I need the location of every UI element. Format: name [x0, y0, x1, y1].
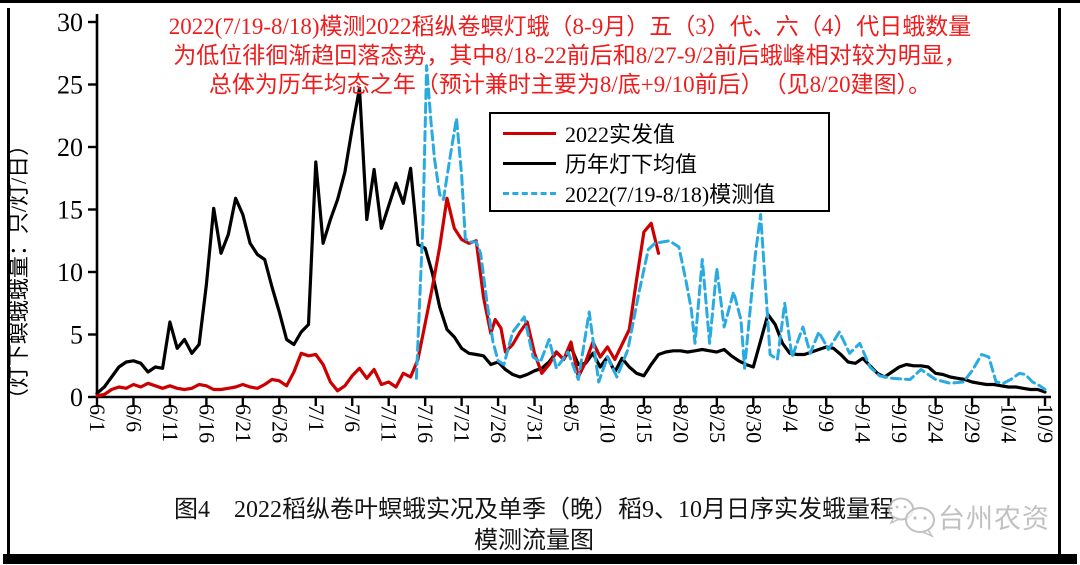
watermark: 台州农资 — [884, 492, 1050, 540]
frame-border-top — [0, 0, 1080, 3]
legend-label: 2022实发值 — [565, 122, 676, 147]
legend-line-sample-cyan-dashed — [503, 191, 556, 195]
svg-text:9/24: 9/24 — [924, 404, 949, 443]
svg-text:7/6: 7/6 — [340, 404, 365, 432]
svg-text:8/10: 8/10 — [595, 404, 620, 443]
chart-legend: 2022实发值 历年灯下均值 2022(7/19-8/18)模测值 — [489, 112, 830, 212]
annotation-line-3: 总体为历年均态之年（预计兼时主要为8/底+9/10前后） （见8/20建图）。 — [208, 72, 932, 97]
svg-text:30: 30 — [57, 8, 83, 37]
svg-text:8/15: 8/15 — [632, 404, 657, 443]
svg-text:8/20: 8/20 — [668, 404, 693, 443]
svg-text:0: 0 — [70, 383, 83, 412]
svg-text:10: 10 — [57, 258, 83, 287]
svg-text:6/11: 6/11 — [158, 404, 183, 442]
frame-border-bottom — [3, 554, 1077, 564]
svg-text:9/29: 9/29 — [960, 404, 985, 443]
svg-text:7/16: 7/16 — [413, 404, 438, 443]
caption-line-1: 图4 2022稻纵卷叶螟蛾实况及单季（晚）稻9、10月日序实发蛾量程 — [174, 497, 894, 523]
legend-item-actual: 2022实发值 — [503, 118, 828, 148]
watermark-text: 台州农资 — [938, 503, 1050, 534]
svg-text:20: 20 — [57, 133, 83, 162]
legend-line-sample-red — [503, 131, 556, 135]
wechat-bubbles-icon — [888, 497, 935, 538]
svg-text:15: 15 — [57, 196, 83, 225]
svg-text:6/6: 6/6 — [121, 404, 146, 432]
frame-border-left — [7, 8, 10, 555]
svg-text:7/11: 7/11 — [377, 404, 402, 442]
svg-text:6/16: 6/16 — [194, 404, 219, 443]
caption-line-2: 模测流量图 — [474, 528, 594, 554]
legend-item-modeled: 2022(7/19-8/18)模测值 — [503, 178, 828, 208]
svg-text:8/25: 8/25 — [705, 404, 730, 443]
chart-annotation: 2022(7/19-8/18)模测2022稻纵卷螟灯蛾（8-9月）五（3）代、六… — [105, 12, 1035, 99]
annotation-line-2: 为低位徘徊渐趋回落态势，其中8/18-22前后和8/27-9/2前后蛾峰相对较为… — [173, 43, 967, 68]
svg-text:8/30: 8/30 — [741, 404, 766, 443]
svg-text:7/1: 7/1 — [304, 404, 329, 432]
legend-item-historical: 历年灯下均值 — [503, 148, 828, 178]
svg-text:7/21: 7/21 — [450, 404, 475, 443]
svg-text:6/21: 6/21 — [231, 404, 256, 443]
svg-text:10/4: 10/4 — [997, 404, 1022, 443]
svg-text:8/5: 8/5 — [559, 404, 584, 432]
frame-border-right — [1058, 8, 1061, 555]
annotation-line-1: 2022(7/19-8/18)模测2022稻纵卷螟灯蛾（8-9月）五（3）代、六… — [168, 14, 972, 39]
svg-text:6/1: 6/1 — [85, 404, 110, 432]
legend-label: 历年灯下均值 — [565, 152, 698, 177]
legend-line-sample-black — [503, 161, 556, 165]
svg-text:25: 25 — [57, 71, 83, 100]
svg-text:9/14: 9/14 — [851, 404, 876, 443]
svg-text:（灯下螟蛾蛾量：只/灯/日）: （灯下螟蛾蛾量：只/灯/日） — [6, 134, 31, 410]
svg-text:9/19: 9/19 — [887, 404, 912, 443]
svg-text:9/4: 9/4 — [778, 404, 803, 432]
svg-text:10/9: 10/9 — [1033, 404, 1058, 443]
svg-text:6/26: 6/26 — [267, 404, 292, 443]
svg-text:5: 5 — [70, 321, 83, 350]
legend-label: 2022(7/19-8/18)模测值 — [565, 182, 776, 207]
svg-text:7/26: 7/26 — [486, 404, 511, 443]
svg-text:7/31: 7/31 — [523, 404, 548, 443]
chart-plot-area: 0 5 10 15 20 25 30 （灯下螟蛾蛾量：只/灯/日） 6/1 6/6 6/11 6/16… — [6, 8, 1058, 443]
svg-text:9/9: 9/9 — [814, 404, 839, 432]
figure-caption: 图4 2022稻纵卷叶螟蛾实况及单季（晚）稻9、10月日序实发蛾量程 模测流量图 — [10, 495, 1058, 557]
